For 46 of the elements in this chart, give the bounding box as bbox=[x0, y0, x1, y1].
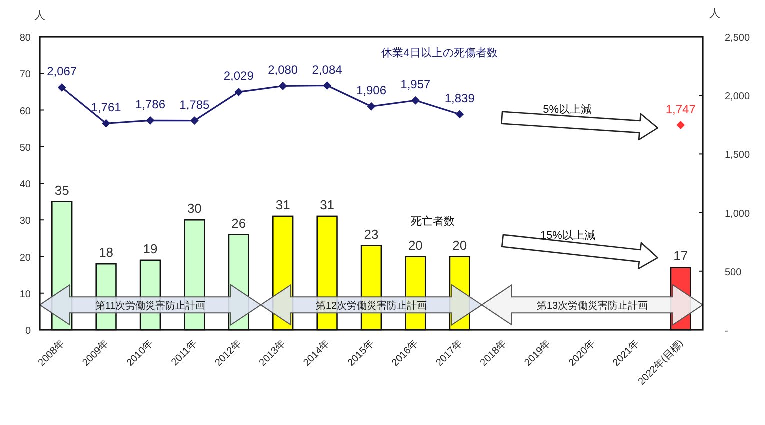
data-label: 2,084 bbox=[312, 62, 343, 77]
annotation: 第13次労働災害防止計画 bbox=[536, 301, 648, 312]
data-label: 23 bbox=[364, 226, 379, 242]
y2-tick-label: 1,500 bbox=[725, 150, 750, 162]
data-label: 31 bbox=[276, 197, 290, 212]
data-label: 1,906 bbox=[356, 84, 387, 98]
y2-tick-label: 500 bbox=[725, 267, 742, 278]
y-tick-label: 40 bbox=[20, 180, 32, 190]
data-label: 1,957 bbox=[400, 78, 432, 92]
y-tick-label: 30 bbox=[20, 216, 32, 228]
y2-axis-title: 人 bbox=[710, 8, 720, 20]
data-label: 19 bbox=[143, 241, 158, 256]
y-axis-title: 人 bbox=[34, 10, 46, 22]
y-tick-label: 80 bbox=[20, 33, 32, 44]
y-tick-label: 0 bbox=[25, 326, 32, 337]
data-label: 18 bbox=[99, 245, 114, 260]
y-tick-label: 50 bbox=[20, 142, 32, 154]
data-label: 35 bbox=[54, 182, 70, 198]
data-label: 1,785 bbox=[180, 98, 210, 112]
data-label: 20 bbox=[452, 238, 468, 253]
data-label: 30 bbox=[187, 201, 202, 216]
data-label: 2,067 bbox=[47, 64, 78, 79]
data-label: 26 bbox=[232, 216, 246, 231]
data-label: 31 bbox=[320, 197, 335, 212]
y-tick-label: 20 bbox=[20, 252, 32, 264]
y2-tick-label: 2,500 bbox=[725, 33, 750, 44]
data-label: 2,080 bbox=[268, 63, 298, 78]
y-tick-label: 70 bbox=[20, 70, 32, 81]
data-label: 1,747 bbox=[666, 102, 696, 116]
y2-tick-label: - bbox=[725, 326, 728, 337]
y-tick-label: 10 bbox=[20, 289, 32, 300]
data-label: 1,761 bbox=[91, 100, 122, 115]
y-tick-label: 60 bbox=[20, 106, 32, 118]
annotation: 第12次労働災害防止計画 bbox=[316, 301, 428, 312]
data-label: 20 bbox=[408, 238, 423, 253]
annotation: 5%以上減 bbox=[543, 104, 592, 116]
y2-tick-label: 2,000 bbox=[725, 92, 750, 103]
annotation: 15%以上減 bbox=[540, 230, 596, 242]
data-label: 17 bbox=[674, 248, 688, 264]
data-label: 2,029 bbox=[224, 69, 254, 84]
data-label: 1,839 bbox=[444, 91, 476, 106]
y2-tick-label: 1,000 bbox=[725, 208, 750, 220]
data-label: 1,786 bbox=[135, 98, 166, 112]
series-name: 死亡者数 bbox=[411, 216, 456, 228]
series-name: 休業4日以上の死傷者数 bbox=[382, 48, 498, 60]
annotation: 第11次労働災害防止計画 bbox=[95, 301, 206, 312]
